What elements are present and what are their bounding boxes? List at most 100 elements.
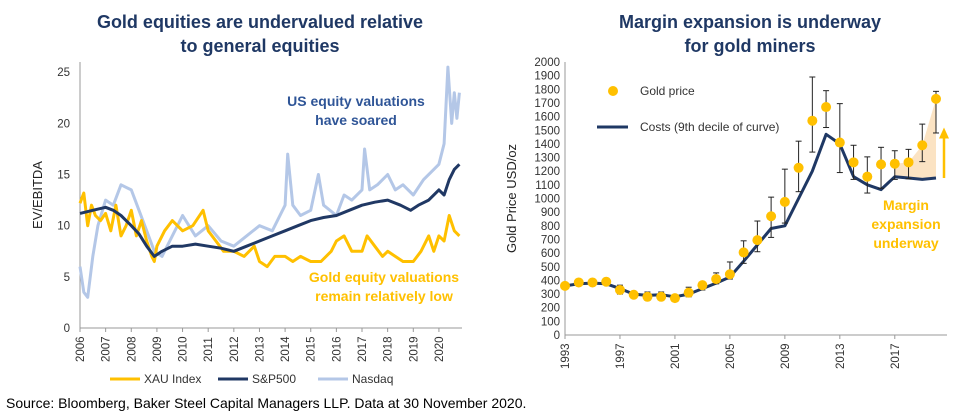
right-y-tick-label: 600 — [541, 248, 560, 260]
gold-price-point — [628, 289, 639, 300]
gold-price-point — [683, 287, 694, 298]
gold-price-point — [779, 196, 790, 207]
left-legend-label: Nasdaq — [352, 372, 393, 386]
right-y-tick-label: 1300 — [534, 153, 560, 165]
gold-price-point — [656, 291, 667, 302]
right-legend-swatch-gold — [608, 86, 618, 96]
gold-price-point — [793, 162, 804, 173]
left-x-tick-label: 2014 — [280, 336, 292, 362]
left-chart-title: Gold equities are undervalued relative t… — [60, 10, 460, 58]
annotation-line: Gold equity valuations — [309, 269, 459, 285]
margin-arrow-head — [939, 127, 949, 139]
left-y-tick-label: 0 — [64, 323, 70, 335]
gold-price-point — [738, 247, 749, 258]
gold-price-point — [848, 157, 859, 168]
left-x-tick-label: 2008 — [126, 336, 138, 362]
right-y-tick-label: 1000 — [534, 194, 560, 206]
gold-price-point — [560, 280, 570, 291]
left-y-tick-label: 20 — [57, 118, 70, 130]
right-y-tick-label: 300 — [541, 289, 560, 301]
left-x-tick-label: 2016 — [331, 336, 343, 362]
annotation-margin-expansion: Margin expansion underway — [871, 197, 940, 251]
left-series-line-nasdaq — [78, 65, 461, 299]
gold-price-point — [903, 157, 914, 168]
left-title-line-1: Gold equities are undervalued relative — [96, 12, 424, 32]
gold-price-point — [642, 291, 653, 302]
left-x-tick-label: 2018 — [383, 336, 395, 362]
right-y-tick-label: 1900 — [534, 71, 560, 83]
gold-price-point — [711, 274, 722, 285]
gold-price-point — [862, 171, 873, 182]
left-title-line-2: to general equities — [180, 36, 340, 56]
left-y-tick-label: 5 — [64, 272, 70, 284]
right-y-tick-label: 1800 — [534, 84, 560, 96]
gold-price-point — [917, 140, 928, 151]
right-y-tick-label: 1200 — [534, 166, 560, 178]
left-series-line-s-p500 — [79, 163, 461, 258]
right-y-tick-label: 1600 — [534, 112, 560, 124]
left-series-line-xau-index — [78, 191, 461, 269]
annotation-line: underway — [873, 235, 939, 251]
right-y-tick-label: 500 — [541, 262, 560, 274]
annotation-us-equity: US equity valuations have soared — [287, 93, 425, 128]
gold-price-point — [821, 102, 832, 113]
left-y-tick-label: 15 — [57, 170, 70, 182]
gold-price-point — [614, 284, 625, 295]
left-x-tick-label: 2007 — [101, 336, 113, 362]
left-x-tick-label: 2010 — [178, 336, 190, 362]
costs-line — [564, 132, 937, 299]
annotation-gold-equity: Gold equity valuations remain relatively … — [309, 269, 459, 304]
left-x-tick-label: 2011 — [203, 337, 215, 362]
right-x-tick-label: 2001 — [670, 343, 682, 369]
gold-price-point — [724, 269, 735, 280]
left-legend-label: XAU Index — [144, 372, 201, 386]
right-y-tick-label: 2000 — [534, 57, 560, 69]
source-note: Source: Bloomberg, Baker Steel Capital M… — [6, 395, 527, 411]
right-y-tick-label: 200 — [541, 303, 560, 315]
right-legend-label-costs: Costs (9th decile of curve) — [640, 120, 779, 134]
margin-shaded-area — [894, 98, 937, 180]
right-x-tick-label: 2013 — [835, 343, 847, 369]
right-y-tick-label: 700 — [541, 234, 560, 246]
left-x-tick-label: 2006 — [75, 336, 87, 362]
left-x-tick-label: 2009 — [152, 336, 164, 362]
gold-price-point — [876, 159, 887, 170]
gold-price-point — [587, 277, 598, 288]
left-y-axis-label: EV/EBITDA — [30, 161, 45, 229]
left-legend-label: S&P500 — [252, 372, 296, 386]
gold-price-point — [752, 235, 763, 246]
left-x-tick-label: 2017 — [357, 336, 369, 362]
left-y-tick-label: 10 — [57, 221, 70, 233]
right-y-tick-label: 1700 — [534, 98, 560, 110]
right-x-tick-label: 2005 — [725, 343, 737, 369]
gold-price-point — [697, 280, 708, 291]
right-y-tick-label: 900 — [541, 207, 560, 219]
right-y-tick-label: 1500 — [534, 125, 560, 137]
right-x-tick-label: 2009 — [780, 343, 792, 369]
gold-price-point — [834, 137, 845, 148]
right-y-tick-label: 400 — [541, 275, 560, 287]
left-x-tick-label: 2019 — [408, 336, 420, 362]
right-y-tick-label: 1100 — [535, 180, 560, 192]
left-y-tick-label: 25 — [57, 67, 70, 79]
right-y-tick-label: 100 — [541, 316, 560, 328]
right-y-axis-label: Gold Price USD/oz — [504, 144, 519, 253]
gold-price-point — [601, 276, 612, 287]
left-x-tick-label: 2015 — [306, 336, 318, 362]
annotation-line: have soared — [315, 112, 397, 128]
gold-price-point — [807, 115, 818, 126]
right-y-tick-label: 1400 — [534, 139, 560, 151]
annotation-line: expansion — [871, 216, 940, 232]
right-title-line-1: Margin expansion is underway — [618, 12, 882, 32]
gold-price-point — [766, 211, 777, 222]
right-title-line-2: for gold miners — [684, 36, 816, 56]
right-chart-title: Margin expansion is underway for gold mi… — [560, 10, 940, 58]
right-y-tick-label: 800 — [541, 221, 560, 233]
left-x-tick-label: 2012 — [229, 336, 241, 362]
annotation-line: Margin — [883, 197, 929, 213]
left-chart: 0 5 10 15 20 25 2006 2007 2008 2009 2010 2011 2012 20… — [30, 62, 462, 386]
right-x-tick-label: 1997 — [615, 343, 627, 369]
right-y-tick-label: 0 — [554, 330, 560, 342]
